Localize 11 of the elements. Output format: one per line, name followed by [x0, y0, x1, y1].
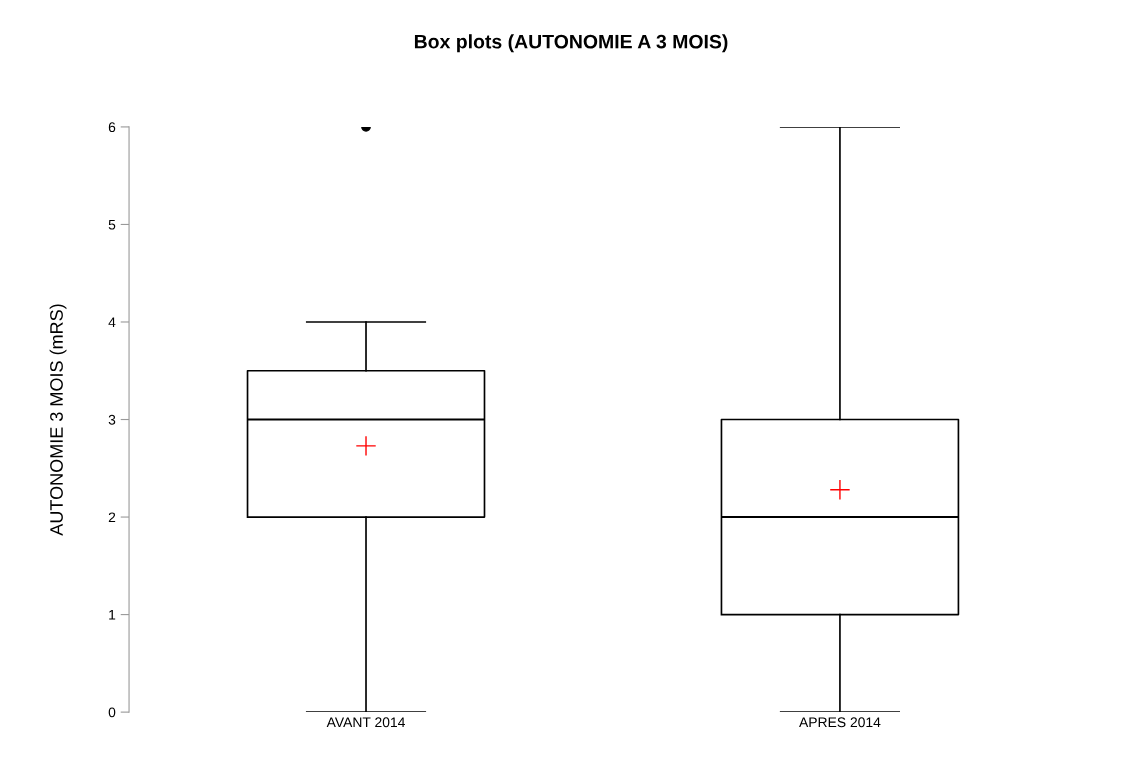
y-tick-label: 1: [109, 610, 116, 620]
y-tick-label: 5: [108, 219, 116, 230]
y-tick-label: 0: [108, 707, 116, 718]
y-tick-label: 6: [108, 122, 116, 133]
y-tick-label: 3: [108, 414, 116, 425]
y-axis-title: AUTONOMIE 3 MOIS (mRS): [49, 304, 67, 536]
chart-title: Box plots (AUTONOMIE A 3 MOIS): [414, 34, 728, 53]
y-tick-label: 4: [108, 317, 116, 328]
x-tick-label: APRES 2014: [799, 717, 881, 728]
y-tick-label: 2: [108, 512, 116, 523]
x-tick-label: AVANT 2014: [326, 717, 405, 728]
